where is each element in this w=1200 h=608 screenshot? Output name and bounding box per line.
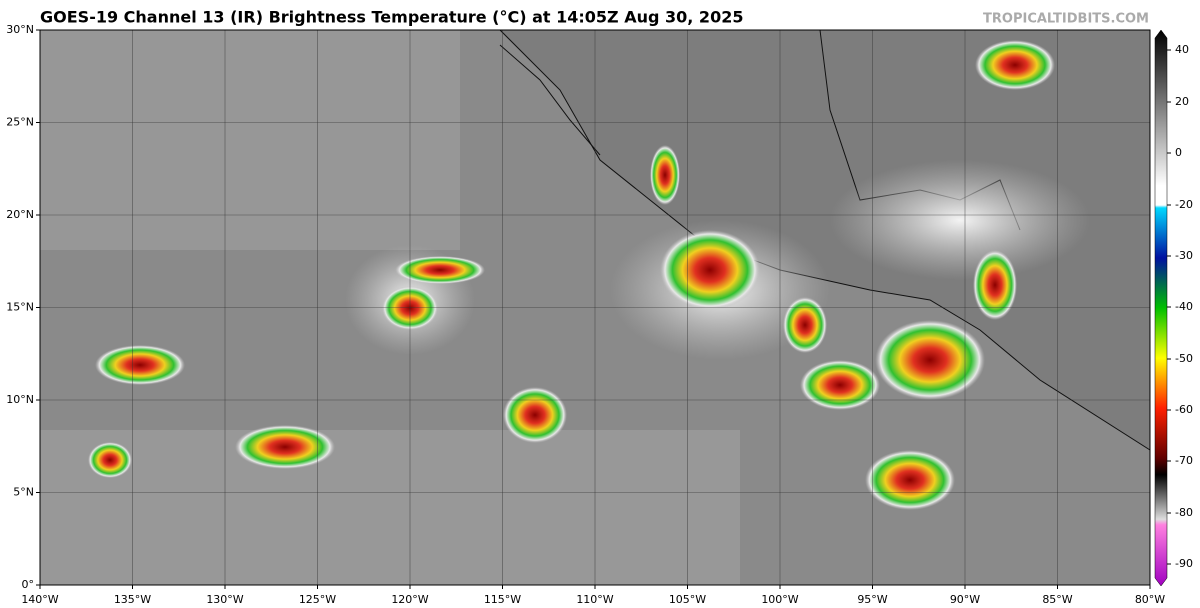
storm bbox=[235, 425, 335, 469]
colorbar-label: -60 bbox=[1175, 403, 1193, 416]
lat-label: 25°N bbox=[6, 116, 34, 129]
lat-label: 30°N bbox=[6, 23, 34, 36]
land bbox=[500, 30, 1150, 450]
colorbar-label: -80 bbox=[1175, 506, 1193, 519]
lat-label: 20°N bbox=[6, 208, 34, 221]
colorbar-label: -90 bbox=[1175, 557, 1193, 570]
lon-label: 110°W bbox=[576, 593, 613, 606]
storm bbox=[973, 250, 1017, 320]
title: GOES-19 Channel 13 (IR) Brightness Tempe… bbox=[40, 8, 743, 27]
lon-label: 130°W bbox=[206, 593, 243, 606]
storm bbox=[503, 387, 567, 443]
lat-label: 15°N bbox=[6, 301, 34, 314]
colorbar-label: -20 bbox=[1175, 198, 1193, 211]
lon-label: 120°W bbox=[391, 593, 428, 606]
lat-label: 5°N bbox=[13, 486, 34, 499]
storm bbox=[395, 256, 485, 284]
storm bbox=[800, 360, 880, 410]
source: TROPICALTIDBITS.COM bbox=[983, 12, 1149, 27]
lat-label: 10°N bbox=[6, 393, 34, 406]
lat-label: 0° bbox=[22, 578, 35, 591]
lon-label: 85°W bbox=[1042, 593, 1072, 606]
colorbar-label: 20 bbox=[1175, 95, 1189, 108]
map bbox=[39, 29, 1151, 586]
lon-label: 115°W bbox=[484, 593, 521, 606]
colorbar-label: -30 bbox=[1175, 249, 1193, 262]
colorbar-label: -50 bbox=[1175, 352, 1193, 365]
storm bbox=[783, 297, 827, 353]
lon-label: 140°W bbox=[21, 593, 58, 606]
lon-label: 135°W bbox=[114, 593, 151, 606]
colorbar-label: -40 bbox=[1175, 300, 1193, 313]
lon-label: 105°W bbox=[669, 593, 706, 606]
storm bbox=[660, 230, 760, 310]
storm bbox=[975, 40, 1055, 90]
lon-label: 125°W bbox=[299, 593, 336, 606]
lon-label: 90°W bbox=[950, 593, 980, 606]
storm bbox=[88, 442, 132, 478]
storm bbox=[650, 145, 680, 205]
lon-label: 100°W bbox=[761, 593, 798, 606]
lon-label: 95°W bbox=[857, 593, 887, 606]
colorbar-label: 0 bbox=[1175, 146, 1182, 159]
graticule bbox=[40, 30, 1150, 585]
colorbar-bar bbox=[1154, 29, 1168, 587]
cloud-field bbox=[40, 30, 460, 250]
colorbar bbox=[1154, 29, 1168, 587]
storm bbox=[875, 320, 985, 400]
colorbar-label: -70 bbox=[1175, 454, 1193, 467]
coastline bbox=[499, 44, 601, 156]
colorbar-label: 40 bbox=[1175, 43, 1189, 56]
cloud-field bbox=[40, 430, 740, 585]
cloud bbox=[830, 160, 1090, 280]
lon-label: 80°W bbox=[1135, 593, 1165, 606]
storm bbox=[865, 450, 955, 510]
storm bbox=[95, 345, 185, 385]
